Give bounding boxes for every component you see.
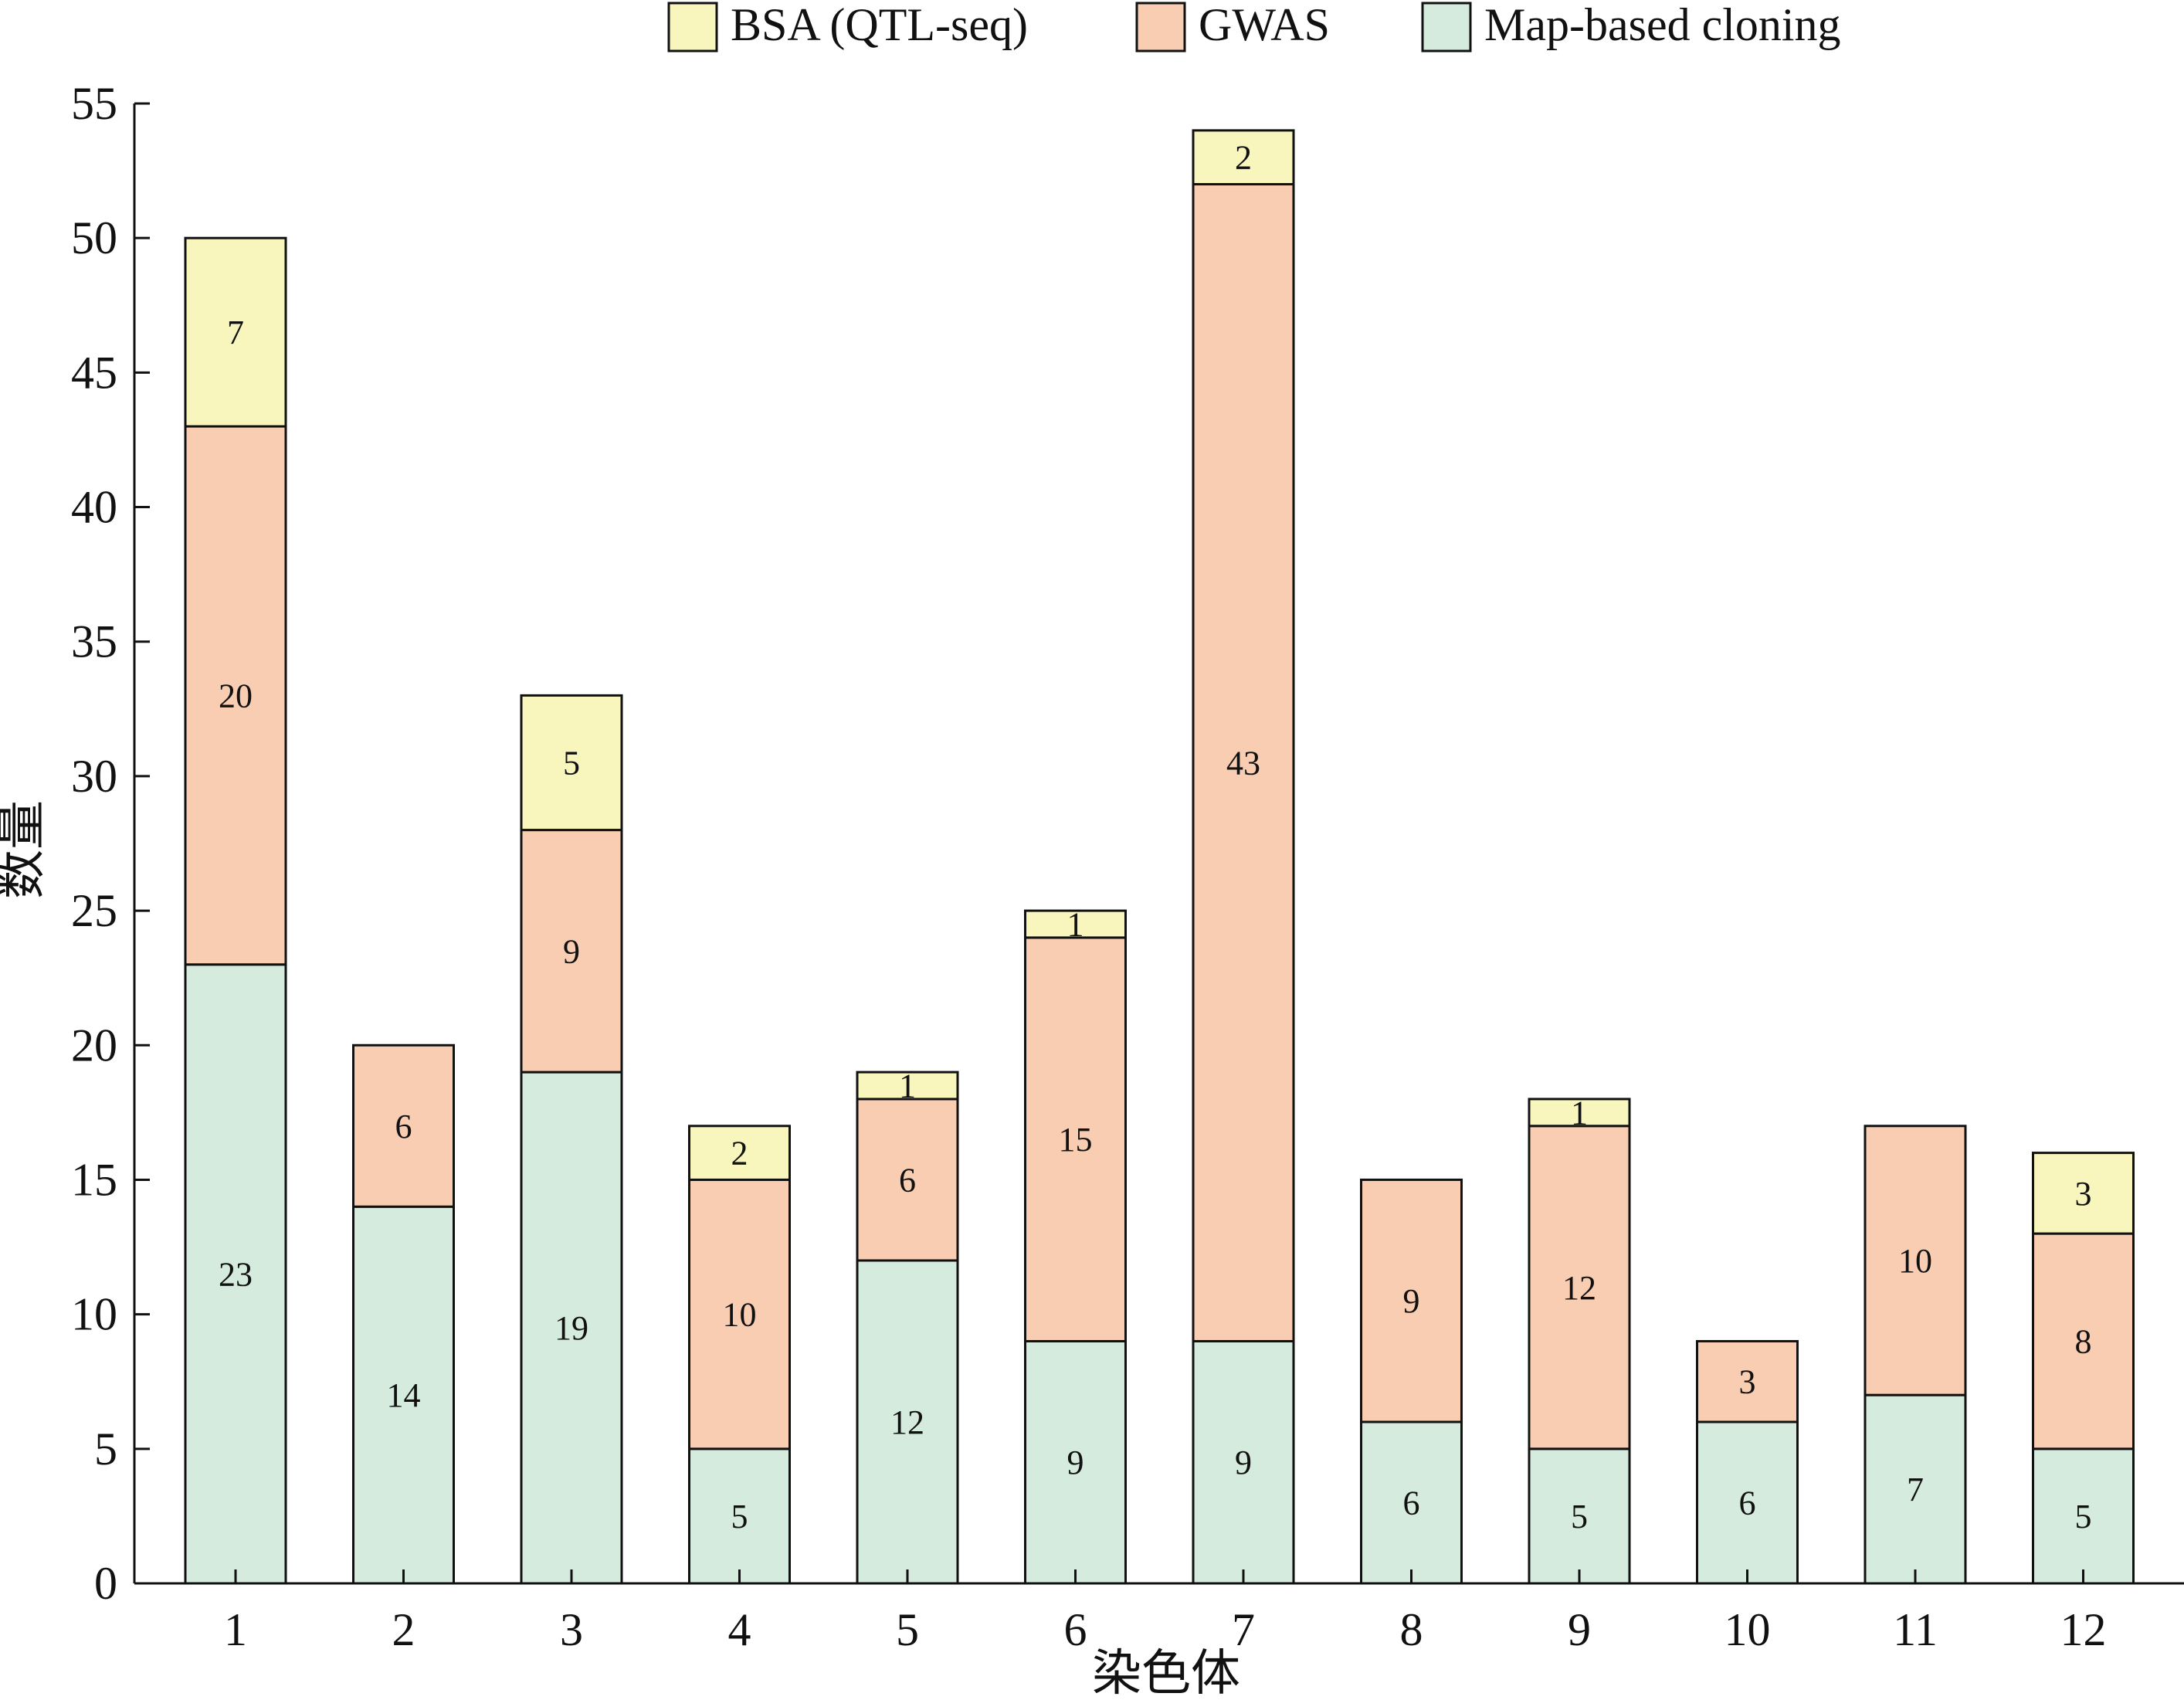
bar-segment xyxy=(1024,909,1127,939)
y-tick-label: 15 xyxy=(71,1154,117,1205)
bar-segment xyxy=(1528,1125,1631,1451)
y-tick-label: 30 xyxy=(71,751,117,802)
legend-swatch xyxy=(1135,2,1186,53)
bar-segment xyxy=(520,694,623,832)
x-tick-label: 6 xyxy=(1064,1604,1087,1655)
data-label: 5 xyxy=(2075,1498,2092,1535)
bar-segment xyxy=(2032,1152,2135,1235)
data-label: 5 xyxy=(1571,1498,1588,1535)
bar-segment xyxy=(1696,1339,1799,1423)
data-label: 20 xyxy=(219,677,253,714)
data-label: 8 xyxy=(2075,1322,2092,1360)
data-label: 5 xyxy=(731,1498,748,1535)
data-label: 3 xyxy=(1739,1363,1756,1401)
bar-segment xyxy=(352,1043,455,1208)
bar-segment xyxy=(1360,1420,1463,1585)
data-label: 6 xyxy=(395,1108,412,1145)
data-label: 7 xyxy=(1907,1471,1924,1508)
data-label: 5 xyxy=(563,744,580,782)
data-label: 43 xyxy=(1226,744,1260,782)
bar-segment xyxy=(1024,936,1127,1342)
y-tick-label: 40 xyxy=(71,482,117,533)
data-label: 7 xyxy=(227,314,244,351)
data-label: 1 xyxy=(1067,906,1084,944)
data-label: 2 xyxy=(1235,139,1252,177)
data-label: 23 xyxy=(219,1255,253,1293)
data-label: 6 xyxy=(1403,1484,1420,1522)
data-label: 3 xyxy=(2075,1175,2092,1213)
bar-segment xyxy=(688,1125,791,1181)
x-tick-label: 11 xyxy=(1893,1604,1938,1655)
bar-segment xyxy=(1192,1339,1295,1585)
bar-segment xyxy=(184,425,287,966)
y-tick-label: 0 xyxy=(94,1558,117,1609)
bar-segment xyxy=(2032,1447,2135,1585)
x-tick-label: 2 xyxy=(392,1604,415,1655)
data-label: 6 xyxy=(899,1161,916,1199)
bar-segment xyxy=(520,1071,623,1585)
x-tick-label: 3 xyxy=(560,1604,583,1655)
y-tick-label: 10 xyxy=(71,1289,117,1340)
bar-segment xyxy=(352,1205,455,1585)
data-label: 2 xyxy=(731,1135,748,1172)
data-label: 1 xyxy=(899,1067,916,1105)
data-label: 9 xyxy=(1403,1282,1420,1320)
bar-segment xyxy=(184,236,287,428)
y-axis-title: 数量 xyxy=(0,800,49,899)
bar-segment xyxy=(1528,1098,1631,1128)
legend-label: BSA (QTL-seq) xyxy=(731,0,1028,50)
bar-segment xyxy=(856,1071,959,1101)
data-label: 10 xyxy=(723,1296,757,1334)
bar-segment xyxy=(1696,1420,1799,1585)
bar-segment xyxy=(1864,1125,1967,1396)
x-tick-label: 10 xyxy=(1724,1604,1771,1655)
y-tick-label: 25 xyxy=(71,885,117,936)
y-tick-label: 5 xyxy=(94,1423,117,1474)
data-label: 6 xyxy=(1739,1484,1756,1522)
bar-segment xyxy=(520,829,623,1074)
bar-segment xyxy=(688,1178,791,1451)
bar-segment xyxy=(1528,1447,1631,1585)
bar-segment xyxy=(184,963,287,1585)
data-label: 1 xyxy=(1571,1094,1588,1132)
bar-segment xyxy=(856,1098,959,1262)
y-tick-label: 20 xyxy=(71,1020,117,1071)
x-tick-label: 12 xyxy=(2060,1604,2107,1655)
bar-segment xyxy=(1864,1393,1967,1585)
data-label: 12 xyxy=(890,1403,924,1441)
x-tick-label: 7 xyxy=(1232,1604,1255,1655)
bar-segment xyxy=(1360,1178,1463,1423)
data-label: 15 xyxy=(1059,1121,1093,1159)
y-tick-label: 35 xyxy=(71,616,117,667)
y-tick-label: 50 xyxy=(71,212,117,263)
x-tick-label: 9 xyxy=(1568,1604,1591,1655)
y-tick-label: 55 xyxy=(71,78,117,129)
data-label: 9 xyxy=(1235,1444,1252,1481)
y-tick-label: 45 xyxy=(71,347,117,398)
legend-swatch xyxy=(667,2,718,53)
legend-swatch xyxy=(1421,2,1472,53)
x-tick-label: 8 xyxy=(1400,1604,1423,1655)
bar-segment xyxy=(1192,129,1295,186)
legend: BSA (QTL-seq) GWAS Map-based cloning xyxy=(667,0,1841,53)
bar-segment xyxy=(1192,183,1295,1342)
x-tick-label: 5 xyxy=(896,1604,919,1655)
data-label: 10 xyxy=(1898,1242,1932,1280)
data-label: 9 xyxy=(563,932,580,970)
x-tick-label: 1 xyxy=(224,1604,247,1655)
legend-label: Map-based cloning xyxy=(1484,0,1841,50)
x-tick-label: 4 xyxy=(728,1604,751,1655)
legend-label: GWAS xyxy=(1199,0,1330,50)
data-label: 14 xyxy=(387,1376,421,1414)
bar-segment xyxy=(856,1259,959,1585)
data-label: 19 xyxy=(554,1309,588,1347)
data-label: 9 xyxy=(1067,1444,1084,1481)
x-axis-title: 染色体 xyxy=(1092,1646,1240,1696)
bars: 2320714619955102126191519432695121637105… xyxy=(184,129,2135,1585)
data-label: 12 xyxy=(1562,1269,1596,1307)
